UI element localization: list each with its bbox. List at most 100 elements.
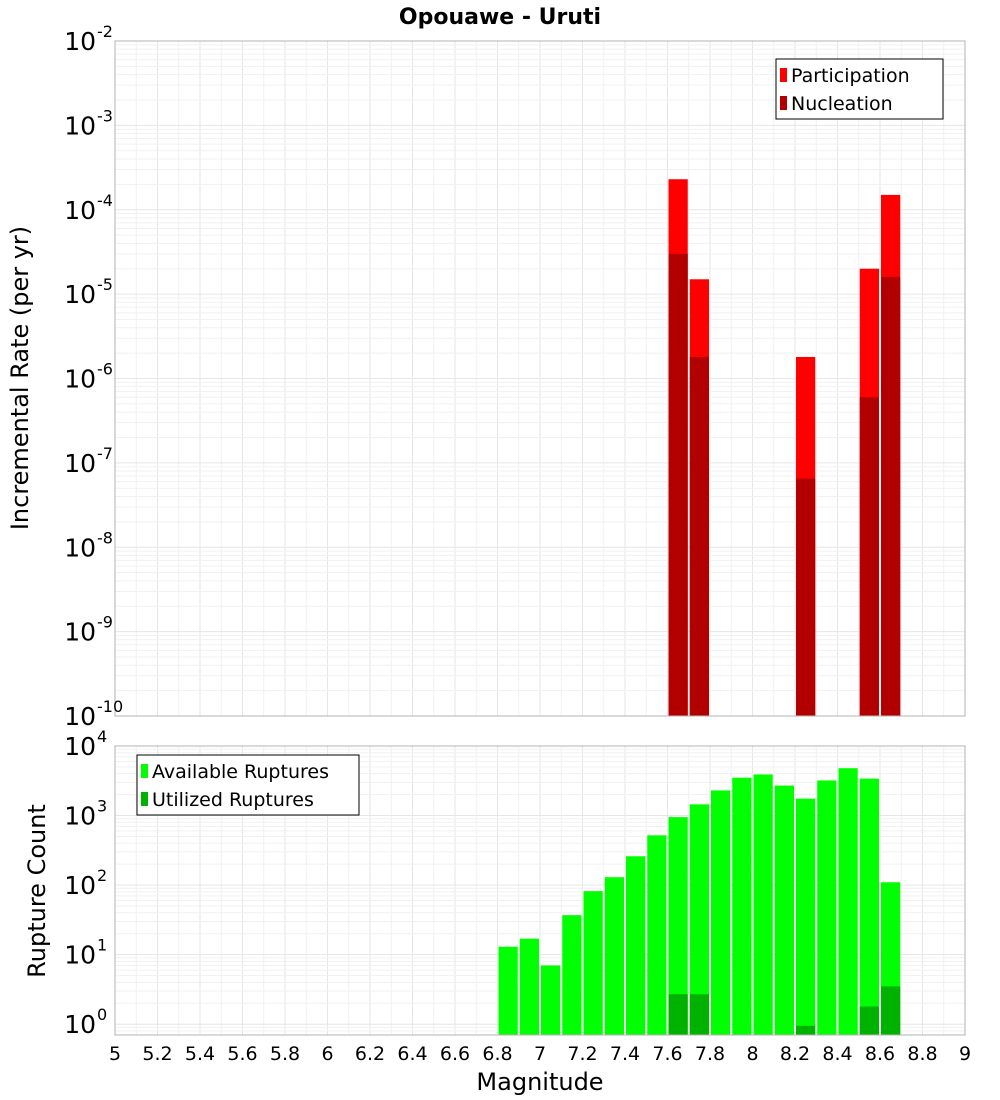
count-bar-a [689,804,709,1035]
rate-y-tick-exponent: -3 [97,106,113,125]
count-legend-swatch [141,764,148,778]
magnitude-x-tick: 7 [534,1043,546,1065]
rate-plot-frame [114,40,966,717]
magnitude-x-tick: 6 [321,1043,333,1065]
count-bar-a [668,817,688,1035]
magnitude-x-tick: 6.4 [397,1043,427,1065]
count-bar-a [647,835,667,1035]
magnitude-x-tick: 5.6 [227,1043,257,1065]
count-y-tick-exponent: 2 [97,866,107,885]
magnitude-x-tick: 8.4 [822,1043,852,1065]
rate-legend-label: Nucleation [791,93,893,115]
count-bar-b [859,1006,879,1035]
rate-legend-box [775,58,944,120]
count-y-tick-base: 10 [64,871,96,900]
magnitude-x-tick: 5.8 [270,1043,300,1065]
chart-title: Opouawe - Uruti [399,5,601,30]
magnitude-x-tick: 8 [746,1043,758,1065]
rate-y-axis-label: Incremental Rate (per yr) [6,226,34,530]
rate-y-tick-exponent: -4 [97,191,113,210]
count-bar-b [796,1025,816,1035]
count-bars [498,768,901,1035]
magnitude-x-tick: 7.4 [610,1043,640,1065]
magnitude-x-tick: 5.4 [185,1043,215,1065]
count-bar-a [838,768,858,1035]
rate-grid [114,40,966,717]
rate-y-tick-base: 10 [64,27,96,56]
magnitude-x-axis-label: Magnitude [476,1068,603,1096]
magnitude-x-tick: 6.8 [482,1043,512,1065]
count-y-tick-exponent: 3 [97,797,107,816]
count-legend: Available Ruptures Utilized Ruptures [136,754,360,816]
count-bar-b [881,986,901,1035]
count-bar-a [774,785,794,1035]
rate-y-tick-base: 10 [64,280,96,309]
count-y-tick-base: 10 [64,941,96,970]
rate-y-ticks: 10-210-310-410-510-610-710-810-910-10 [64,22,123,731]
count-bar-a [519,938,539,1035]
magnitude-x-tick: 5.2 [142,1043,172,1065]
count-legend-label: Utilized Ruptures [152,789,314,811]
rate-y-tick-exponent: -7 [97,444,113,463]
count-bar-a [859,778,879,1035]
rate-y-tick-exponent: -6 [97,360,113,379]
count-bar-a [711,790,731,1035]
count-y-axis-label: Rupture Count [23,804,51,978]
count-bar-b [668,994,688,1035]
rate-y-tick-base: 10 [64,533,96,562]
rate-y-tick-base: 10 [64,196,96,225]
magnitude-x-tick: 7.8 [695,1043,725,1065]
magnitude-x-tick: 5 [109,1043,121,1065]
count-bar-a [604,877,624,1035]
count-y-tick-base: 10 [64,1010,96,1039]
magnitude-x-ticks: 5 5.2 5.4 5.6 5.8 6 6.2 6.4 6.6 6.8 7 7.2 7.4 7.6 7.8 8… [109,1043,971,1065]
count-bar-a [753,774,773,1035]
count-legend-box [136,754,360,816]
rate-y-tick-exponent: -2 [97,22,113,41]
rate-y-tick-base: 10 [64,618,96,647]
count-bar-a [626,856,646,1035]
count-bar-b [689,994,709,1035]
rate-legend-swatch [780,68,787,82]
count-bar-a [562,915,582,1035]
count-y-tick-exponent: 1 [97,936,107,955]
magnitude-x-tick: 9 [959,1043,971,1065]
rate-legend-label: Participation [791,65,910,87]
rate-y-tick-exponent: -5 [97,275,113,294]
rate-panel: 10-210-310-410-510-610-710-810-910-10 In… [6,22,966,731]
rate-y-tick-exponent: -8 [97,528,113,547]
count-bar-a [796,798,816,1035]
count-bar-a [583,891,603,1035]
count-bar-a [541,965,561,1035]
magnitude-x-tick: 8.2 [780,1043,810,1065]
count-y-tick-base: 10 [64,732,96,761]
rate-bar-b [859,397,879,716]
rate-legend: Participation Nucleation [775,58,944,120]
magnitude-x-tick: 6.2 [355,1043,385,1065]
rate-bar-b [689,356,709,716]
rate-y-tick-exponent: -10 [97,697,123,716]
count-y-tick-exponent: 4 [97,727,107,746]
magnitude-x-tick: 8.8 [907,1043,937,1065]
rate-y-tick-exponent: -9 [97,613,113,632]
rate-legend-swatch [780,96,787,110]
count-bar-a [498,946,518,1035]
count-y-tick-base: 10 [64,802,96,831]
count-y-tick-exponent: 0 [97,1005,107,1024]
count-plot-frame [114,745,966,1036]
rate-y-tick-base: 10 [64,365,96,394]
rate-y-tick-base: 10 [64,449,96,478]
rate-y-tick-base: 10 [64,111,96,140]
magnitude-x-tick: 7.6 [652,1043,682,1065]
count-bar-a [817,780,837,1035]
magnitude-x-tick: 6.6 [440,1043,470,1065]
rate-y-tick-base: 10 [64,702,96,731]
rate-bar-b [796,478,816,716]
magnitude-x-tick: 8.6 [865,1043,895,1065]
count-bar-a [732,777,752,1035]
rate-bar-b [881,276,901,716]
rate-bar-b [668,253,688,716]
